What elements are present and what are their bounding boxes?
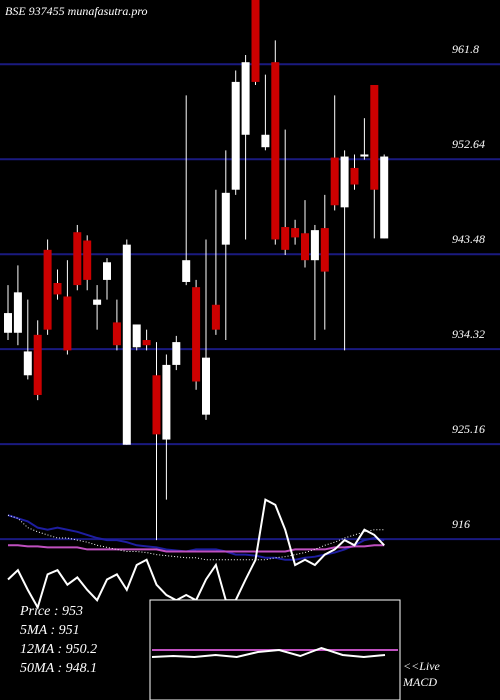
candle-body	[73, 232, 82, 286]
chart-title: BSE 937455 munafasutra.pro	[5, 4, 148, 18]
y-tick-label: 916	[452, 517, 470, 531]
candle-body	[63, 296, 72, 351]
candle-body	[192, 287, 201, 382]
candle-body	[380, 156, 389, 239]
indicator-line	[7, 514, 385, 561]
candle-body	[122, 244, 131, 445]
y-tick-label: 961.8	[452, 42, 479, 56]
candle-body	[152, 375, 161, 435]
candle-body	[241, 62, 250, 135]
y-tick-label: 943.48	[452, 232, 485, 246]
candle-body	[281, 227, 290, 250]
y-tick-label: 934.32	[452, 327, 485, 341]
info-label: Price : 953	[19, 604, 83, 619]
candle-body	[43, 249, 52, 330]
candle-body	[202, 357, 210, 415]
candle-body	[301, 233, 309, 261]
candle-body	[350, 167, 359, 185]
indicator-line	[7, 498, 385, 611]
candle-body	[231, 81, 240, 190]
candle-body	[211, 304, 220, 330]
candle-body	[251, 0, 260, 82]
candle-body	[112, 322, 121, 346]
info-label: 5MA : 951	[20, 623, 80, 638]
candle-body	[360, 154, 369, 157]
info-label: 12MA : 950.2	[20, 642, 97, 657]
candle-body	[33, 334, 42, 395]
candle-body	[13, 292, 22, 333]
candle-body	[221, 192, 230, 245]
candle-body	[172, 342, 181, 365]
inset-label: MACD	[402, 675, 437, 689]
candle-body	[4, 313, 12, 333]
candle-body	[93, 299, 102, 305]
candle-body	[330, 157, 339, 206]
candle-body	[271, 62, 280, 240]
candle-body	[53, 283, 62, 295]
candle-body	[310, 230, 319, 261]
indicator-line	[8, 544, 385, 553]
candle-body	[182, 260, 191, 282]
candle-body	[291, 228, 300, 238]
candle-body	[103, 262, 111, 280]
candle-body	[83, 240, 92, 280]
inset-label: <<Live	[403, 659, 441, 673]
macd-line	[151, 646, 386, 659]
candle-body	[261, 134, 270, 148]
candle-body	[340, 156, 349, 208]
candle-body	[132, 324, 141, 348]
y-tick-label: 952.64	[452, 137, 485, 151]
candle-body	[320, 228, 329, 272]
y-tick-label: 925.16	[452, 422, 485, 436]
candle-body	[23, 351, 32, 376]
info-label: 50MA : 948.1	[20, 661, 97, 676]
candle-body	[370, 85, 379, 190]
candle-body	[142, 340, 151, 346]
candle-body	[162, 364, 171, 440]
